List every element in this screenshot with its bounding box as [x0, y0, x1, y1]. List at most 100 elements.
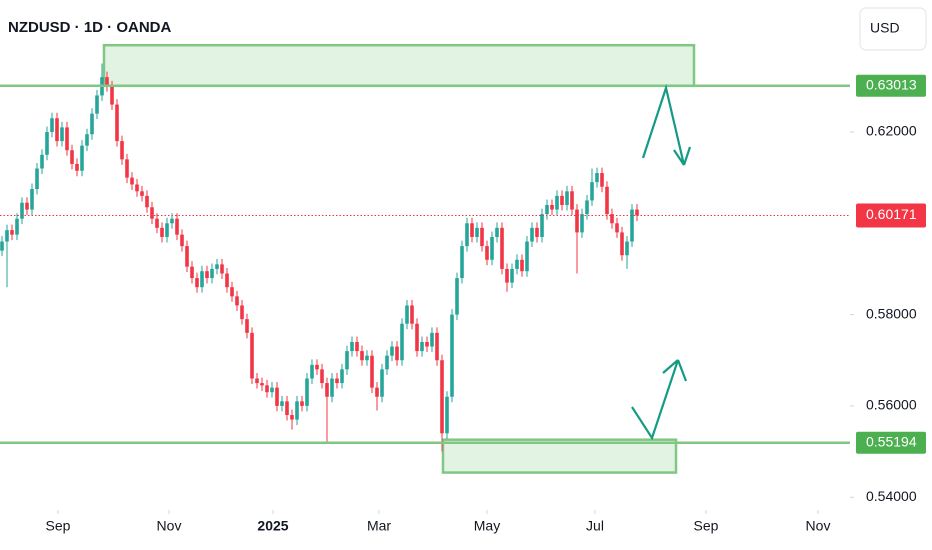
x-tick-label: 2025 [257, 518, 288, 534]
candle-body [60, 127, 64, 142]
candle-body [530, 227, 534, 242]
candle-body [310, 364, 314, 379]
candle-body [465, 223, 469, 247]
candle-body [30, 189, 34, 210]
arrow-head [662, 359, 679, 374]
candle-body [505, 268, 509, 283]
candle-body [45, 131, 49, 155]
candle-body [435, 332, 439, 361]
level-label-box [856, 431, 926, 454]
candle-body [105, 77, 109, 87]
zone [441, 438, 678, 474]
last-price-label: 0.60171 [866, 206, 917, 222]
candle-body [440, 360, 444, 434]
candle-body [315, 364, 319, 370]
candle-body [55, 118, 59, 142]
chart-title: NZDUSD · 1D · OANDA [8, 19, 171, 36]
candle-body [305, 378, 309, 406]
candle-body [460, 246, 464, 279]
candle-body [0, 241, 4, 251]
candle-body [385, 355, 389, 370]
candle-body [295, 401, 299, 420]
candle-body [625, 241, 629, 256]
y-tick-label: 0.58000 [866, 305, 917, 321]
candle-body [330, 378, 334, 397]
candle-body [290, 415, 294, 420]
candle-body [525, 241, 529, 272]
candle-body [405, 305, 409, 324]
candle-body [120, 141, 124, 160]
candle-body [500, 227, 504, 269]
candle-body [155, 218, 159, 228]
candle-body [220, 264, 224, 274]
candle-body [160, 227, 164, 237]
candle-body [145, 195, 149, 208]
candle-body [485, 246, 489, 260]
candle-body [215, 264, 219, 269]
candle-body [80, 145, 84, 171]
candle-body [415, 323, 419, 352]
candle-body [630, 209, 634, 242]
candle-body [410, 305, 414, 324]
candle-body [370, 355, 374, 388]
candle-body [535, 227, 539, 237]
candle-body [475, 227, 479, 237]
candle-body [240, 305, 244, 320]
candle-body [135, 184, 139, 192]
candle-body [425, 341, 429, 347]
candle-body [395, 346, 399, 361]
arrow-up [631, 359, 680, 441]
candle-body [35, 168, 39, 190]
x-tick-label: Nov [157, 518, 182, 534]
candle-body [610, 214, 614, 224]
candle-body [400, 323, 404, 361]
currency[interactable]: USD [870, 20, 900, 36]
x-tick-label: Nov [806, 518, 831, 534]
candle-body [450, 314, 454, 397]
candle-body [355, 341, 359, 352]
candle-body [110, 86, 114, 105]
candle-body [200, 271, 204, 288]
candle-body [170, 218, 174, 224]
candle-body [335, 378, 339, 384]
candle-body [275, 387, 279, 406]
zone [102, 43, 696, 88]
x-tick-label: Mar [367, 518, 391, 534]
candle-body [520, 259, 524, 272]
candle-body [470, 223, 474, 237]
candle-body [350, 341, 354, 352]
x-tick-label: Sep [46, 518, 71, 534]
level-label: 0.63013 [866, 76, 917, 92]
candle-body [345, 351, 349, 370]
candle-body [225, 273, 229, 288]
candle-body [185, 246, 189, 267]
candle-body [140, 191, 144, 196]
currency-box[interactable] [859, 7, 927, 51]
candle-body [615, 223, 619, 233]
candle-body [210, 268, 214, 279]
candle-body [265, 385, 269, 393]
candle-body [205, 271, 209, 279]
candle-body [280, 401, 284, 406]
candle-body [300, 401, 304, 406]
candle-body [255, 378, 259, 384]
candle-body [495, 227, 499, 237]
candle-body [115, 104, 119, 142]
candle-body [175, 218, 179, 235]
candle-body [320, 369, 324, 384]
arrow-down [641, 83, 686, 166]
candle-body [430, 332, 434, 347]
x-tick-label: Sep [694, 518, 719, 534]
candle-body [480, 227, 484, 247]
candle-body [10, 230, 14, 235]
arrow-head [676, 359, 688, 382]
candle-body [190, 266, 194, 279]
candle-body [325, 383, 329, 397]
candle-body [150, 207, 154, 219]
candle-body [560, 195, 564, 206]
candle-body [195, 278, 199, 288]
candle-body [455, 278, 459, 315]
candle-body [580, 214, 584, 233]
